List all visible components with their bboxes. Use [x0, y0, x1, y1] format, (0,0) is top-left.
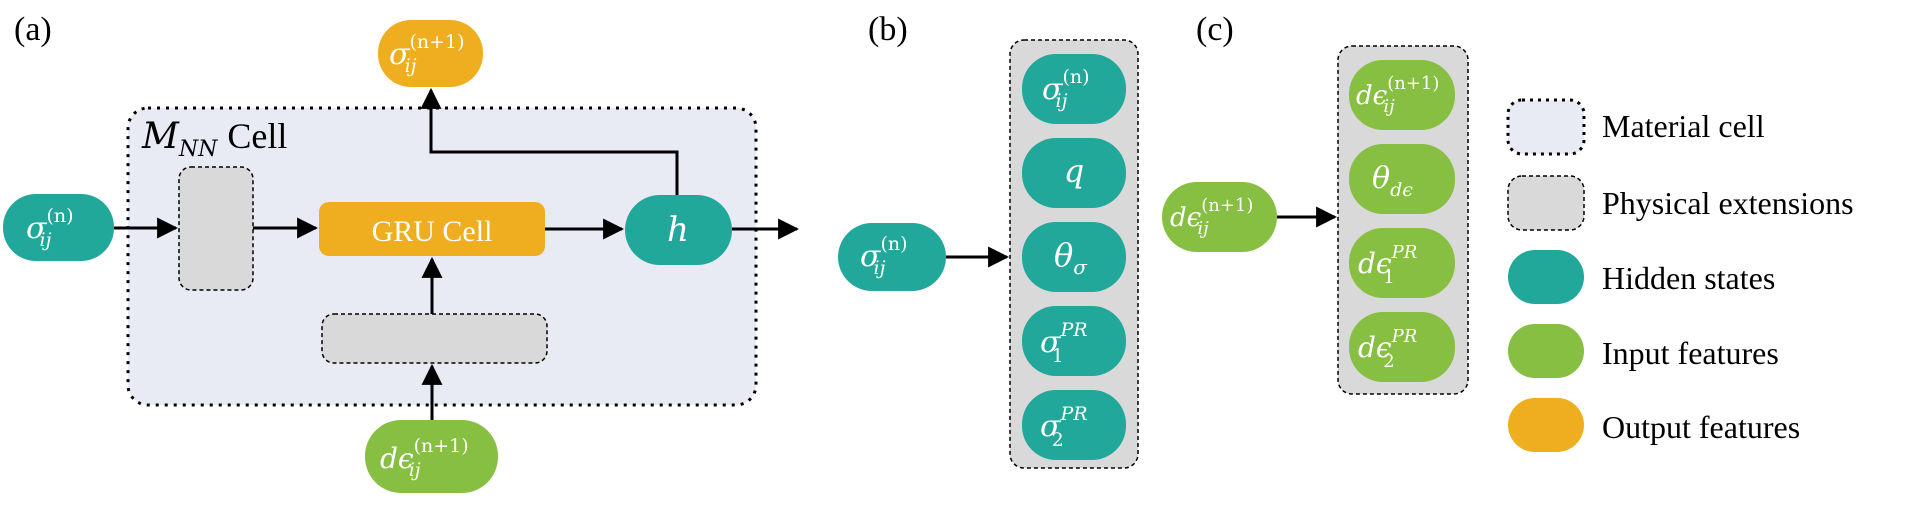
panel-a-label: (a): [14, 11, 52, 48]
panel-b-input-label: σ(n) ij: [860, 233, 908, 279]
h-node-label: h: [667, 210, 689, 250]
panel-b-item-q: [1022, 138, 1126, 208]
panel-b-item-sigma2-pr: [1022, 390, 1126, 460]
panel-b-item-sigma-n: [1022, 54, 1126, 124]
panel-b-input-node: [838, 223, 946, 291]
legend-swatch-material-cell: [1506, 98, 1586, 156]
panel-c-input-label: dϵ(n+1) ij: [1170, 195, 1253, 239]
panel-c-item-deps1-pr: [1349, 228, 1455, 298]
panel-b-item-sigma2-pr-label: σPR 2: [1040, 403, 1088, 451]
panel-c-extension-box: [1337, 45, 1469, 395]
gru-cell-label: GRU Cell: [372, 215, 493, 248]
panel-c-input-node: [1162, 182, 1277, 252]
panel-b-item-sigma1-pr: [1022, 306, 1126, 376]
output-sigma-node: [378, 20, 483, 87]
gru-cell-box: [319, 202, 545, 256]
panel-c-item-deps2-pr-label: dϵPR 2: [1358, 326, 1417, 372]
legend-swatch-output-features: [1508, 398, 1584, 452]
legend-swatch-hidden-states: [1508, 250, 1584, 304]
input-strain-label: dϵ(n+1) ij: [380, 435, 469, 481]
arrow-h-to-output: [420, 87, 679, 195]
input-sigma-node: [3, 194, 114, 261]
input-strain-node: [365, 420, 498, 493]
physical-extension-left: [178, 166, 254, 291]
output-sigma-label: σ(n+1) ij: [389, 31, 465, 77]
panel-b-item-theta-sigma: [1022, 222, 1126, 292]
panel-b-items: σ(n) ij q θσ σPR 1 σPR 2: [1022, 54, 1126, 460]
legend-label-output-features: Output features: [1602, 409, 1800, 445]
panel-c-item-theta-deps: [1349, 144, 1455, 214]
panel-c-item-deps1-pr-label: dϵPR 1: [1358, 242, 1417, 288]
panel-b-item-theta-sigma-label: θσ: [1054, 236, 1088, 279]
panel-b-item-sigma-n-label: σ(n) ij: [1042, 66, 1090, 112]
legend-swatch-input-features: [1508, 324, 1584, 378]
h-node: [625, 195, 732, 265]
legend-swatch-physical-extensions: [1507, 175, 1585, 231]
panel-c-items: dϵ(n+1) ij θdϵ dϵPR 1 dϵPR 2: [1349, 60, 1455, 382]
input-sigma-label: σ(n) ij: [26, 205, 74, 251]
panel-b-item-sigma1-pr-label: σPR 1: [1040, 319, 1088, 367]
legend: Material cell Physical extensions Hidden…: [1506, 98, 1854, 452]
legend-label-physical-extensions: Physical extensions: [1602, 185, 1854, 221]
panel-b-item-q-label: q: [1064, 152, 1084, 190]
material-cell-box: [126, 106, 758, 407]
panel-c-label: (c): [1196, 11, 1234, 48]
panel-c-item-theta-deps-label: θdϵ: [1372, 161, 1413, 201]
panel-b-label: (b): [868, 11, 908, 48]
physical-extension-bottom: [321, 313, 548, 364]
legend-label-hidden-states: Hidden states: [1602, 260, 1775, 296]
panel-c-item-deps2-pr: [1349, 312, 1455, 382]
panel-c-item-deps-n1: [1349, 60, 1455, 130]
legend-label-material-cell: Material cell: [1602, 108, 1765, 144]
panel-c-item-deps-n1-label: dϵ(n+1) ij: [1356, 73, 1439, 117]
legend-label-input-features: Input features: [1602, 335, 1779, 371]
cell-title: MNN Cell: [141, 116, 287, 162]
